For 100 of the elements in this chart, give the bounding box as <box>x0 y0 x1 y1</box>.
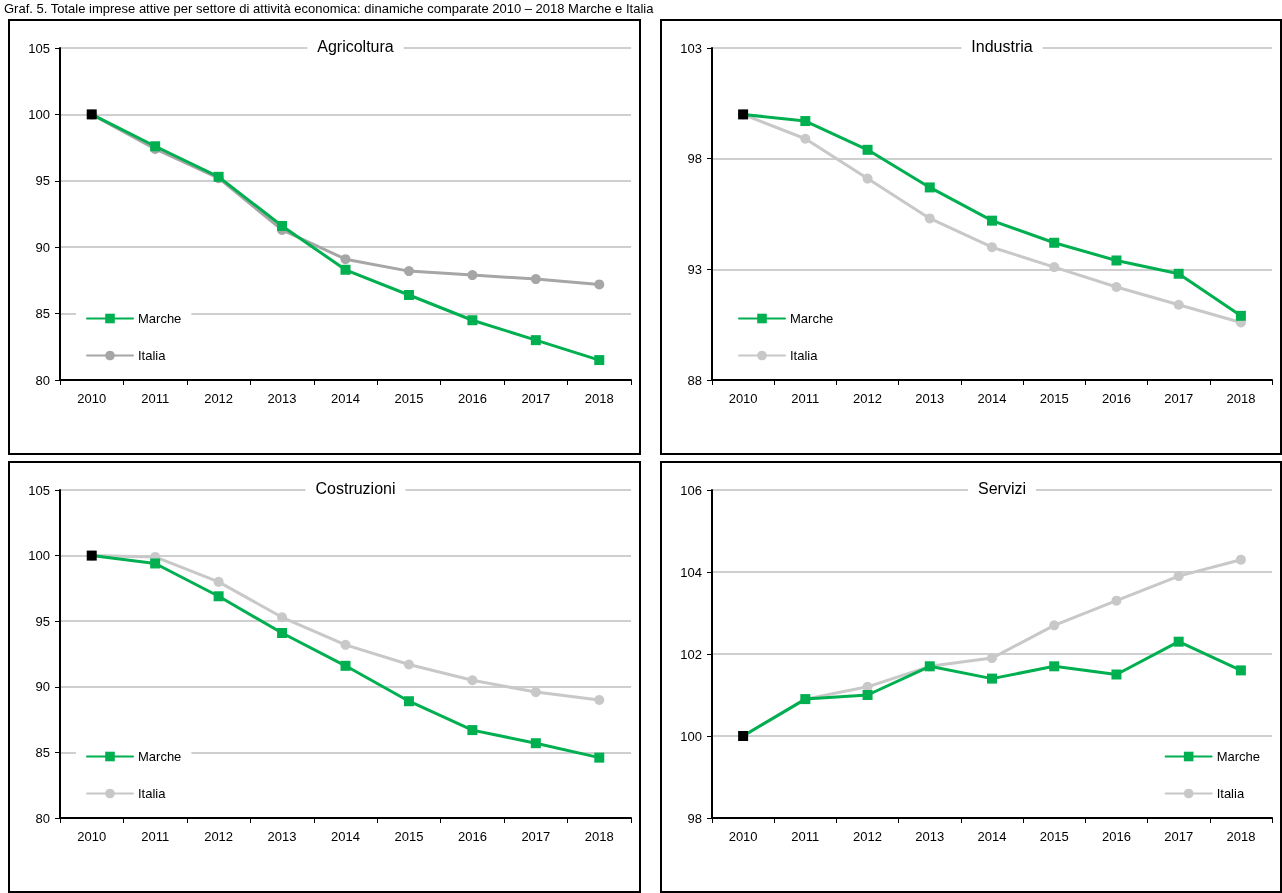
point <box>530 274 541 285</box>
y-tick-label: 80 <box>35 372 50 388</box>
chart-title: Industria <box>971 37 1033 55</box>
point <box>1173 299 1184 310</box>
x-tick-label: 2013 <box>915 829 945 844</box>
point <box>277 612 288 623</box>
point <box>340 264 351 275</box>
y-tick-label: 85 <box>35 306 50 322</box>
chart-title: Servizi <box>977 479 1027 497</box>
legend-label: Marche <box>138 311 182 326</box>
point <box>530 687 541 698</box>
x-tick-label: 2012 <box>204 391 234 406</box>
point <box>467 315 478 326</box>
y-tick-label: 98 <box>687 810 702 826</box>
x-tick-label: 2018 <box>1226 829 1256 844</box>
x-tick-label: 2018 <box>584 829 614 844</box>
y-tick-label: 105 <box>28 40 50 56</box>
x-tick-label: 2013 <box>267 829 297 844</box>
point <box>277 220 288 231</box>
x-tick-label: 2013 <box>267 391 297 406</box>
y-tick-label: 100 <box>28 106 50 122</box>
x-tick-label: 2011 <box>791 829 820 844</box>
point <box>467 270 478 281</box>
y-tick-label: 100 <box>680 728 702 744</box>
y-tick-label: 93 <box>687 261 702 277</box>
point <box>987 215 997 226</box>
point <box>594 752 605 763</box>
point <box>150 558 161 569</box>
legend-label: Italia <box>138 786 167 801</box>
x-tick-label: 2012 <box>853 829 883 844</box>
y-tick-label: 105 <box>28 482 50 498</box>
legend-label: Marche <box>138 749 182 764</box>
point <box>800 116 811 127</box>
legend-label: Marche <box>790 311 834 326</box>
x-tick-label: 2011 <box>791 391 820 406</box>
y-tick-label: 103 <box>680 40 702 56</box>
point <box>467 725 478 736</box>
x-tick-label: 2014 <box>331 829 360 844</box>
y-tick-label: 102 <box>680 646 702 662</box>
point <box>530 335 541 346</box>
x-tick-label: 2013 <box>915 391 945 406</box>
x-tick-label: 2010 <box>728 391 758 406</box>
point <box>403 696 414 707</box>
point <box>1173 268 1184 279</box>
point <box>530 738 541 749</box>
y-tick-label: 100 <box>28 548 50 564</box>
legend-label: Italia <box>790 348 819 363</box>
point <box>1111 595 1122 606</box>
y-tick-label: 90 <box>35 679 50 695</box>
point <box>213 576 224 587</box>
x-tick-label: 2016 <box>1101 829 1131 844</box>
point <box>800 133 811 144</box>
x-tick-label: 2010 <box>77 829 107 844</box>
point <box>467 675 478 686</box>
point <box>1235 310 1246 321</box>
point <box>1173 571 1184 582</box>
y-tick-label: 85 <box>35 744 50 760</box>
x-tick-label: 2012 <box>853 391 883 406</box>
point <box>594 355 605 366</box>
point <box>1235 665 1246 676</box>
point <box>1049 620 1060 631</box>
point <box>1173 636 1184 647</box>
y-tick-label: 95 <box>35 613 50 629</box>
x-tick-label: 2012 <box>204 829 234 844</box>
x-tick-label: 2011 <box>141 391 170 406</box>
y-tick-label: 106 <box>680 482 702 498</box>
x-tick-label: 2016 <box>1101 391 1131 406</box>
point <box>924 213 935 224</box>
x-tick-label: 2017 <box>521 391 551 406</box>
x-tick-label: 2010 <box>77 391 107 406</box>
point <box>862 690 873 700</box>
y-tick-label: 95 <box>35 173 50 189</box>
text: Graf. 5. Totale imprese attive per settore di attività economica: dinamiche comparate 2010 – 2018 Marche e Italia <box>4 1 654 16</box>
point <box>1049 661 1060 672</box>
x-tick-label: 2015 <box>1039 829 1069 844</box>
point <box>862 173 873 184</box>
legend-label: Italia <box>138 348 167 363</box>
point <box>1111 669 1122 680</box>
x-tick-label: 2016 <box>457 391 487 406</box>
point <box>594 694 605 705</box>
x-tick-label: 2014 <box>977 829 1007 844</box>
point <box>987 653 997 664</box>
point <box>1049 262 1060 273</box>
x-tick-label: 2014 <box>331 391 360 406</box>
x-tick-label: 2017 <box>1164 391 1194 406</box>
y-tick-label: 80 <box>35 810 50 826</box>
point <box>1235 554 1246 565</box>
point <box>403 290 414 301</box>
chart-title: Agricoltura <box>317 37 394 55</box>
y-tick-label: 88 <box>687 372 702 388</box>
point <box>277 628 288 639</box>
x-tick-label: 2016 <box>457 829 487 844</box>
point <box>213 591 224 602</box>
point <box>862 144 873 155</box>
point <box>340 660 351 671</box>
point <box>340 639 351 650</box>
y-tick-label: 104 <box>680 564 702 580</box>
point <box>924 182 935 193</box>
point <box>987 242 997 253</box>
point <box>987 673 997 684</box>
